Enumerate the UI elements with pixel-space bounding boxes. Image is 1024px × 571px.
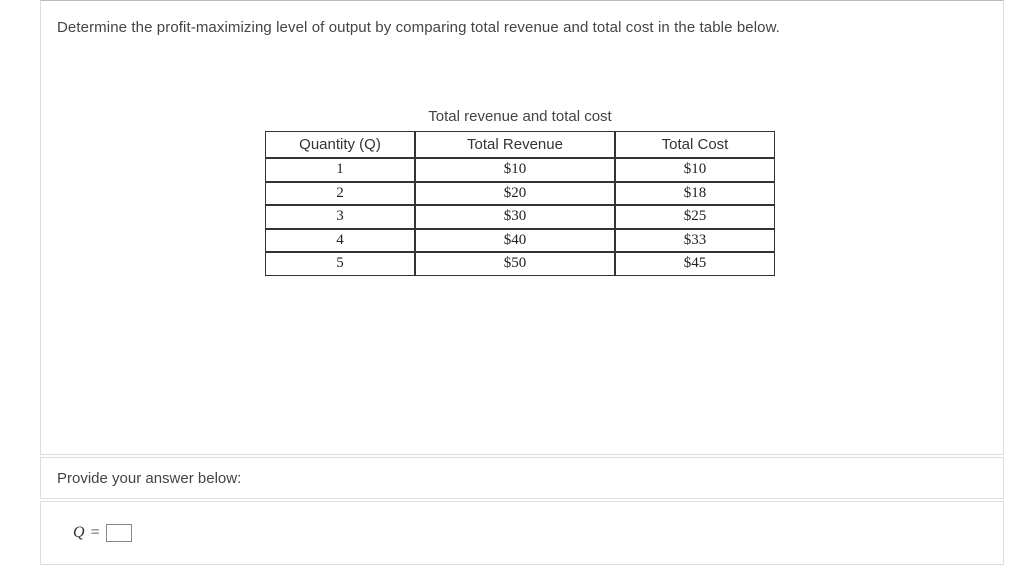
answer-equation: Q =	[73, 524, 132, 542]
table-row: 1 $10 $10	[265, 158, 775, 182]
data-table: Quantity (Q) Total Revenue Total Cost 1 …	[265, 131, 775, 276]
table-row: 5 $50 $45	[265, 252, 775, 276]
col-header-quantity: Quantity (Q)	[265, 131, 415, 158]
answer-input[interactable]	[106, 524, 132, 542]
cell: $10	[415, 158, 615, 182]
cell: $18	[615, 182, 775, 206]
col-header-revenue: Total Revenue	[415, 131, 615, 158]
question-prompt: Determine the profit-maximizing level of…	[57, 19, 983, 36]
cell: $25	[615, 205, 775, 229]
cell: 3	[265, 205, 415, 229]
cell: $30	[415, 205, 615, 229]
cell: $40	[415, 229, 615, 253]
cell: $10	[615, 158, 775, 182]
table-caption: Total revenue and total cost	[428, 108, 611, 125]
table-wrap: Total revenue and total cost Quantity (Q…	[57, 108, 983, 276]
table-row: 4 $40 $33	[265, 229, 775, 253]
answer-label-panel: Provide your answer below:	[40, 457, 1004, 499]
equals-sign: =	[91, 524, 100, 542]
col-header-cost: Total Cost	[615, 131, 775, 158]
page-root: Determine the profit-maximizing level of…	[0, 0, 1024, 571]
cell: 1	[265, 158, 415, 182]
cell: $20	[415, 182, 615, 206]
cell: $33	[615, 229, 775, 253]
question-panel: Determine the profit-maximizing level of…	[40, 0, 1004, 455]
cell: $50	[415, 252, 615, 276]
table-row: 2 $20 $18	[265, 182, 775, 206]
cell: $45	[615, 252, 775, 276]
cell: 4	[265, 229, 415, 253]
table-row: 3 $30 $25	[265, 205, 775, 229]
table-header-row: Quantity (Q) Total Revenue Total Cost	[265, 131, 775, 158]
cell: 2	[265, 182, 415, 206]
cell: 5	[265, 252, 415, 276]
answer-label: Provide your answer below:	[57, 470, 241, 487]
answer-input-panel: Q =	[40, 501, 1004, 565]
answer-variable: Q	[73, 524, 85, 542]
